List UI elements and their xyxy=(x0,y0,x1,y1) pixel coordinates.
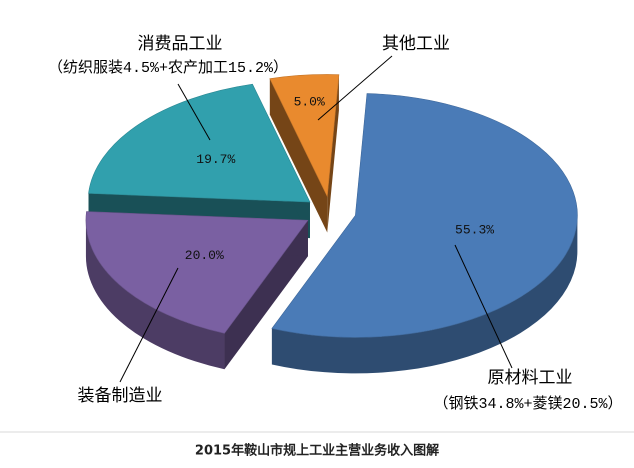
value-label: 5.0% xyxy=(294,94,325,109)
slice-top xyxy=(271,93,578,338)
value-label: 20.0% xyxy=(185,248,224,263)
slice xyxy=(271,93,578,374)
category-label: 消费品工业 xyxy=(138,34,223,54)
category-label: 其他工业 xyxy=(382,34,450,54)
category-label: 装备制造业 xyxy=(78,386,163,406)
slice-outer-wall xyxy=(85,220,225,370)
slice-radial-wall xyxy=(269,78,328,233)
chart-title: 2015年鞍山市规上工业主营业务收入图解 xyxy=(195,443,439,459)
value-label: 19.7% xyxy=(196,152,235,167)
value-label: 55.3% xyxy=(455,222,494,237)
slice-radial-wall xyxy=(327,74,339,233)
slice-top xyxy=(269,74,340,198)
leader-line xyxy=(177,83,211,141)
leader-line xyxy=(119,267,179,383)
leader-line xyxy=(317,55,393,121)
slice-outer-wall xyxy=(271,215,578,374)
slice-radial-wall xyxy=(224,220,308,370)
slice-top xyxy=(85,211,309,334)
category-label: 原材料工业 xyxy=(488,368,573,388)
leader-line xyxy=(454,244,513,369)
slice xyxy=(85,211,309,370)
category-note: （纺织服装4.5%+农产加工15.2%） xyxy=(48,59,288,77)
slice-top xyxy=(88,83,311,203)
category-note: （钢铁34.8%+菱镁20.5%） xyxy=(433,395,622,413)
slice xyxy=(269,74,340,233)
